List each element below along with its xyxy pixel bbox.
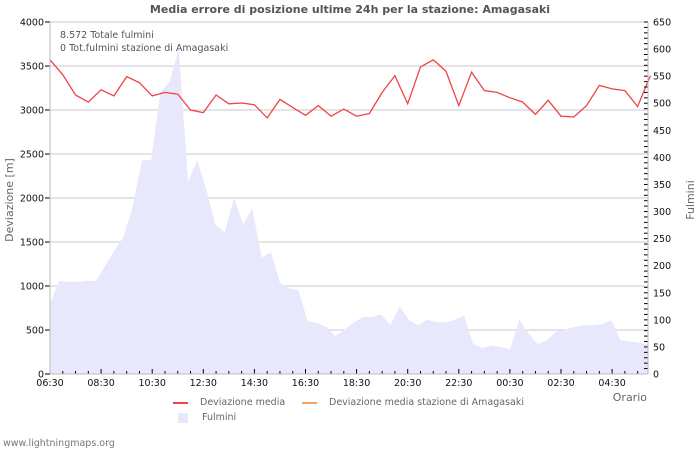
y-axis-label-right: Fulmini bbox=[684, 180, 697, 220]
legend-label: Deviazione media bbox=[200, 397, 286, 408]
legend-item-strikes: Fulmini bbox=[178, 412, 236, 423]
mean-deviation-line bbox=[49, 59, 652, 119]
y-right-tick-label: 250 bbox=[653, 234, 671, 245]
y-tick-label: 500 bbox=[26, 326, 44, 337]
y-right-tick-label: 400 bbox=[653, 153, 671, 164]
x-tick-label: 22:30 bbox=[445, 378, 472, 389]
legend-item-station-mean-deviation: Deviazione media stazione di Amagasaki bbox=[302, 397, 524, 408]
y-right-tick-label: 200 bbox=[653, 261, 671, 272]
legend-label: Fulmini bbox=[202, 412, 237, 423]
y-tick-label: 0 bbox=[38, 370, 44, 381]
y-right-tick-label: 350 bbox=[653, 180, 671, 191]
y-tick-label: 2500 bbox=[20, 150, 44, 161]
x-tick-label: 12:30 bbox=[190, 378, 217, 389]
x-tick-label: 18:30 bbox=[343, 378, 370, 389]
y-tick-label: 1500 bbox=[20, 238, 44, 249]
legend-label: Deviazione media stazione di Amagasaki bbox=[329, 397, 525, 408]
legend-area-swatch-icon bbox=[178, 412, 188, 423]
station-strikes-text: 0 Tot.fulmini stazione di Amagasaki bbox=[60, 42, 229, 54]
x-tick-label: 00:30 bbox=[496, 378, 523, 389]
y-tick-label: 3500 bbox=[20, 62, 44, 73]
y-right-tick-label: 600 bbox=[653, 45, 671, 56]
y-tick-label: 3000 bbox=[20, 106, 44, 117]
x-tick-label: 06:30 bbox=[36, 378, 63, 389]
x-tick-label: 14:30 bbox=[241, 378, 268, 389]
total-strikes-text: 8.572 Totale fulmini bbox=[60, 30, 154, 41]
y-tick-label: 1000 bbox=[20, 282, 44, 293]
x-tick-label: 02:30 bbox=[547, 378, 574, 389]
x-tick-label: 10:30 bbox=[139, 378, 166, 389]
summary-box: 8.572 Totale fulmini 0 Tot.fulmini stazi… bbox=[60, 30, 228, 55]
legend-item-mean-deviation: Deviazione media bbox=[173, 397, 285, 408]
y-right-tick-label: 550 bbox=[653, 72, 671, 83]
y-right-tick-label: 500 bbox=[653, 99, 671, 110]
legend-line-orange-icon bbox=[302, 401, 317, 404]
y-right-tick-label: 50 bbox=[653, 342, 665, 353]
legend-line-red-icon bbox=[173, 401, 188, 404]
y-right-tick-label: 300 bbox=[653, 207, 671, 218]
credit-link[interactable]: www.lightningmaps.org bbox=[3, 438, 115, 449]
y-tick-label: 4000 bbox=[20, 18, 44, 29]
x-tick-label: 16:30 bbox=[292, 378, 319, 389]
axes: 0 500 1000 1500 2000 2500 3000 3500 4000 0 50 100 15… bbox=[20, 18, 671, 390]
x-tick-label: 08:30 bbox=[87, 378, 114, 389]
strikes-area bbox=[50, 49, 648, 374]
y-tick-label: 2000 bbox=[20, 194, 44, 205]
y-right-tick-label: 150 bbox=[653, 288, 671, 299]
x-tick-label: 20:30 bbox=[394, 378, 421, 389]
y-right-tick-label: 0 bbox=[653, 370, 659, 381]
x-axis-label: Orario bbox=[613, 391, 648, 404]
chart-title: Media errore di posizione ultime 24h per… bbox=[149, 3, 551, 16]
y-right-tick-label: 450 bbox=[653, 126, 671, 137]
y-axis-label-left: Deviazione [m] bbox=[3, 158, 16, 242]
x-tick-label: 04:30 bbox=[598, 378, 625, 389]
y-right-tick-label: 650 bbox=[653, 18, 671, 29]
y-right-tick-label: 100 bbox=[653, 315, 671, 326]
